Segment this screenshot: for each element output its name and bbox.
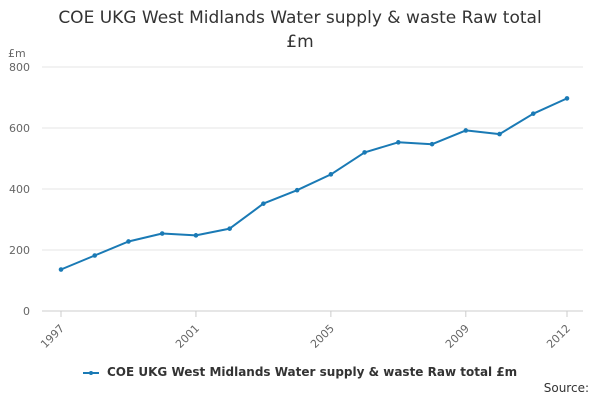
y-tick-label: 200: [9, 244, 30, 257]
chart-title-line-2: £m: [286, 32, 314, 52]
data-point: [328, 172, 334, 177]
data-point: [530, 111, 536, 116]
x-tick-label: 2001: [173, 322, 202, 351]
x-tick-label: 1997: [38, 322, 67, 351]
series-line: [60, 97, 568, 271]
data-point: [58, 267, 64, 272]
data-point: [261, 201, 266, 206]
y-tick-label: 600: [9, 122, 30, 135]
y-tick-label: 400: [9, 183, 30, 196]
x-tick-label: 2009: [443, 322, 472, 351]
x-tick-label: 2005: [308, 322, 337, 351]
chart-title: COE UKG West Midlands Water supply & was…: [0, 6, 600, 54]
data-point: [564, 96, 570, 101]
x-tick-label: 2012: [544, 322, 573, 351]
data-point: [159, 231, 165, 236]
data-point: [362, 150, 367, 155]
legend-label: COE UKG West Midlands Water supply & was…: [106, 365, 518, 379]
y-tick-label: 800: [9, 61, 30, 74]
data-point: [463, 128, 469, 133]
data-point: [429, 141, 435, 147]
source-label: Source:: [543, 381, 589, 395]
data-point: [193, 233, 199, 238]
legend[interactable]: COE UKG West Midlands Water supply & was…: [0, 365, 600, 379]
chart-title-line-1: COE UKG West Midlands Water supply & was…: [58, 8, 542, 28]
y-axis-label: £m: [8, 47, 26, 60]
data-point: [294, 187, 300, 193]
data-point: [497, 131, 502, 137]
data-point: [126, 239, 131, 244]
data-point: [396, 140, 401, 145]
legend-line-icon: [82, 370, 99, 375]
y-tick-label: 0: [23, 305, 30, 318]
data-point: [227, 226, 232, 231]
data-point: [92, 253, 98, 258]
